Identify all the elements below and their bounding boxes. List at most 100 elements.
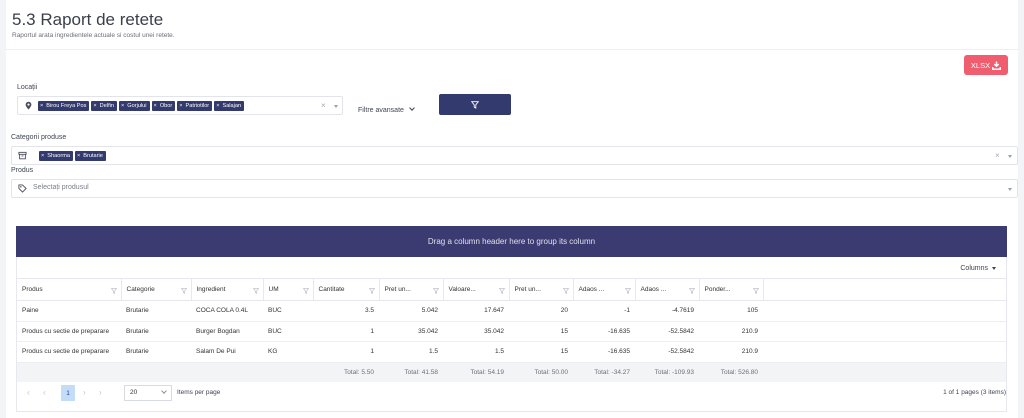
remove-tag-icon[interactable]: × xyxy=(216,103,220,109)
page-button-active[interactable]: 1 xyxy=(61,385,75,401)
table-cell: -16.635 xyxy=(573,321,635,342)
advanced-filters-toggle[interactable]: Filtre avansate xyxy=(358,105,415,114)
location-tag[interactable]: × Obor xyxy=(151,101,176,111)
group-by-panel[interactable]: Drag a column header here to group its c… xyxy=(16,226,1007,257)
category-tag[interactable]: × Shaorma xyxy=(39,151,73,161)
table-row[interactable]: Paine Brutarie COCA COLA 0.4L BUC 3.5 5.042 1… xyxy=(17,300,1006,322)
remove-tag-icon[interactable]: × xyxy=(153,103,157,109)
filter-icon[interactable] xyxy=(368,288,375,294)
filter-icon[interactable] xyxy=(432,288,439,294)
chevron-down-icon[interactable] xyxy=(334,105,338,108)
column-header-label: Adaos ... xyxy=(578,286,605,293)
filter-icon[interactable] xyxy=(302,288,309,294)
location-tag[interactable]: × Salajan xyxy=(214,101,245,111)
advanced-filters-label: Filtre avansate xyxy=(358,107,404,114)
remove-tag-icon[interactable]: × xyxy=(76,153,81,159)
filter-icon[interactable] xyxy=(752,288,759,294)
location-tag-label: Gorjului xyxy=(127,103,147,109)
filter-icon[interactable] xyxy=(688,288,695,294)
table-cell: 35.042 xyxy=(443,321,509,342)
table-cell: Brutarie xyxy=(121,300,191,322)
column-header[interactable]: Ponder... xyxy=(699,278,764,301)
column-header-label: Categorie xyxy=(126,286,155,293)
header-divider xyxy=(6,49,1018,50)
remove-tag-icon[interactable]: × xyxy=(120,103,125,109)
column-header[interactable]: Ingredient xyxy=(191,278,264,301)
recipe-table: Produs Categorie Ingredient UM Cantitate… xyxy=(17,278,1006,382)
column-header[interactable]: Categorie xyxy=(121,278,192,301)
table-cell: BUC xyxy=(263,300,313,322)
chevron-down-icon[interactable] xyxy=(1008,155,1012,158)
prev-page-icon[interactable]: ‹ xyxy=(43,388,46,397)
columns-chooser-button[interactable]: Columns xyxy=(960,265,996,272)
location-tag-label: Delfin xyxy=(99,103,114,109)
remove-tag-icon[interactable]: × xyxy=(93,103,97,109)
locations-select[interactable]: × Birou Freya Pos × Delfin × Gorjului × Obor… xyxy=(17,96,343,115)
filter-icon[interactable] xyxy=(624,288,631,294)
column-header[interactable]: Valoare... xyxy=(443,278,510,301)
clear-locations-icon[interactable]: × xyxy=(321,101,326,110)
table-cell: 15 xyxy=(509,321,573,342)
filter-icon xyxy=(471,100,479,109)
first-page-icon[interactable]: ‹ xyxy=(27,388,30,397)
remove-tag-icon[interactable]: × xyxy=(40,103,44,109)
column-header-label: Pret un... xyxy=(384,286,411,293)
filter-icon[interactable] xyxy=(110,288,117,294)
pager: ‹ ‹ 1 › › 20 Items per page 1 of 1 pages… xyxy=(17,385,1008,407)
export-xlsx-button[interactable]: XLSX xyxy=(964,55,1008,75)
table-cell: 1.5 xyxy=(443,341,509,363)
location-tag[interactable]: × Delfin xyxy=(91,101,117,111)
chevron-down-icon[interactable] xyxy=(1008,188,1012,191)
location-tag-label: Birou Freya Pos xyxy=(46,103,87,109)
total-cell: Total: 41.58 xyxy=(379,362,443,382)
table-cell xyxy=(263,362,313,382)
next-page-icon[interactable]: › xyxy=(83,388,86,397)
filter-icon[interactable] xyxy=(252,288,259,294)
column-header[interactable]: Pret un... xyxy=(379,278,444,301)
page-title: 5.3 Raport de retete xyxy=(12,10,164,29)
remove-tag-icon[interactable]: × xyxy=(179,103,183,109)
column-header-label: Ponder... xyxy=(704,286,731,293)
location-tag[interactable]: × Birou Freya Pos xyxy=(38,101,90,111)
column-header[interactable]: Cantitate xyxy=(313,278,380,301)
table-row[interactable]: Produs cu sectie de preparare Brutarie Sal… xyxy=(17,341,1006,363)
filter-icon[interactable] xyxy=(498,288,505,294)
tag-icon xyxy=(18,184,27,193)
location-tag[interactable]: × Patriotilor xyxy=(177,101,213,111)
table-cell xyxy=(191,362,263,382)
column-header[interactable]: UM xyxy=(263,278,314,301)
category-tag[interactable]: × Brutarie xyxy=(74,151,106,161)
total-cell: Total: -109.93 xyxy=(635,362,699,382)
table-cell: COCA COLA 0.4L xyxy=(191,300,263,322)
location-tag[interactable]: × Gorjului xyxy=(118,101,150,111)
columns-chooser-label: Columns xyxy=(960,265,988,272)
column-header[interactable]: Adaos ... xyxy=(573,278,636,301)
filter-icon[interactable] xyxy=(180,288,187,294)
clear-categories-icon[interactable]: × xyxy=(995,151,1000,160)
column-header[interactable]: Produs xyxy=(17,278,122,301)
apply-filter-button[interactable] xyxy=(439,94,511,115)
group-by-hint: Drag a column header here to group its c… xyxy=(427,237,596,246)
table-cell: Produs cu sectie de preparare xyxy=(17,341,121,363)
category-tag-label: Brutarie xyxy=(83,153,103,159)
column-header[interactable]: Pret un... xyxy=(509,278,574,301)
table-cell: Produs cu sectie de preparare xyxy=(17,321,121,342)
filter-icon[interactable] xyxy=(562,288,569,294)
table-cell: 17.647 xyxy=(443,300,509,322)
last-page-icon[interactable]: › xyxy=(99,388,102,397)
page-size-select[interactable]: 20 xyxy=(124,385,172,401)
report-card: 5.3 Raport de retete Raportul arata ingr… xyxy=(6,0,1018,418)
table-cell: 35.042 xyxy=(379,321,443,342)
product-select[interactable]: Selectați produsul xyxy=(11,179,1018,198)
categories-select[interactable]: × Shaorma × Brutarie × xyxy=(11,146,1018,165)
table-row[interactable]: Produs cu sectie de preparare Brutarie Bur… xyxy=(17,321,1006,342)
column-header-label: UM xyxy=(268,286,279,293)
table-cell: Salam De Pui xyxy=(191,341,263,363)
location-tag-label: Obor xyxy=(159,103,173,109)
column-header-label: Produs xyxy=(22,286,43,293)
table-cell: -52.5842 xyxy=(635,321,699,342)
column-header[interactable]: Adaos ... xyxy=(635,278,700,301)
data-grid: Columns Produs Categorie Ingredient UM C… xyxy=(16,257,1007,412)
remove-tag-icon[interactable]: × xyxy=(41,153,45,159)
